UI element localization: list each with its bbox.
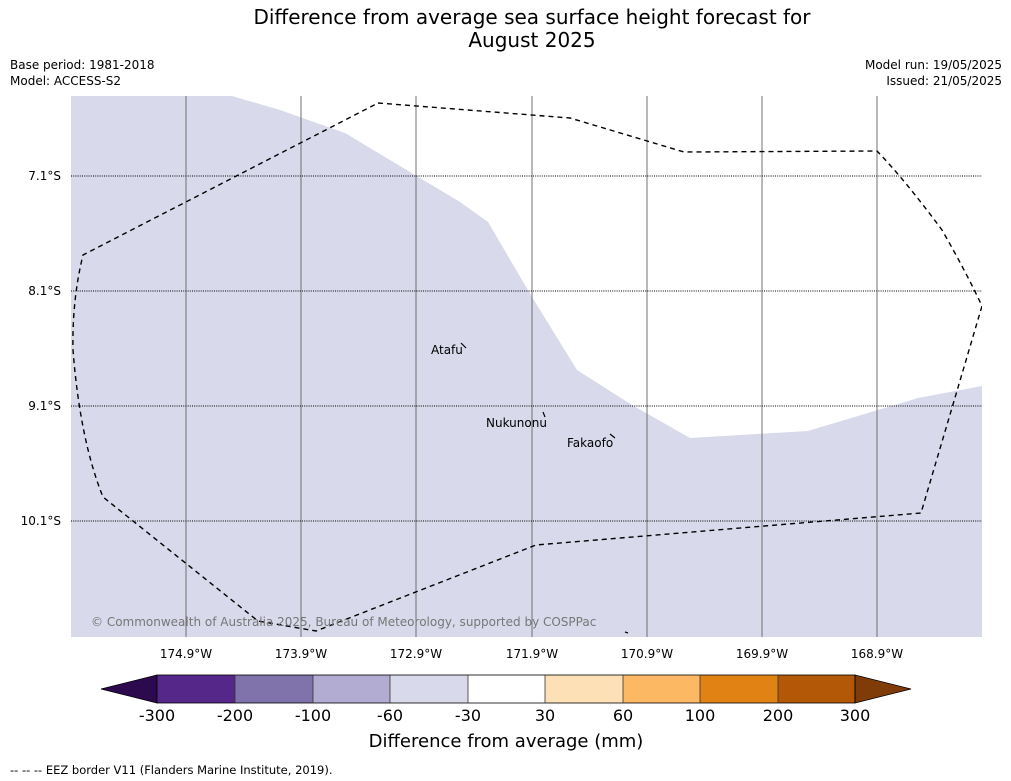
colorbar-extend-low [100,674,158,704]
colorbar-tick: 30 [535,706,555,725]
lat-label: 7.1°S [28,169,61,183]
colorbar-segment [468,675,545,703]
model-name: Model: ACCESS-S2 [10,74,122,88]
issued-date: Issued: 21/05/2025 [886,74,1002,88]
eez-footnote: -- -- -- EEZ border V11 (Flanders Marine… [10,763,333,777]
map-area: Atafu Nukunonu Fakaofo © Commonwealth of… [71,96,982,637]
colorbar-tick: -200 [217,706,253,725]
lon-label: 170.9°W [621,647,673,661]
colorbar-segment [545,675,623,703]
meta-left: Base period: 1981-2018 Model: ACCESS-S2 [10,57,155,89]
colorbar-segment [623,675,700,703]
lon-label: 168.9°W [851,647,903,661]
colorbar-tick: -100 [295,706,331,725]
colorbar-tick: 300 [840,706,871,725]
lon-label: 172.9°W [390,647,442,661]
fakaofo-island-icon [609,433,616,439]
lat-label: 9.1°S [28,399,61,413]
place-label-nukunonu: Nukunonu [486,416,547,430]
colorbar-segment [390,675,468,703]
colorbar-ticks: -300 -200 -100 -60 -30 30 60 100 200 300 [139,706,870,725]
colorbar-tick: -30 [455,706,481,725]
latitude-labels: 7.1°S 8.1°S 9.1°S 10.1°S [21,169,61,528]
copyright-notice: © Commonwealth of Australia 2025, Bureau… [91,615,596,629]
longitude-labels: 174.9°W 173.9°W 172.9°W 171.9°W 170.9°W … [160,647,903,661]
base-period: Base period: 1981-2018 [10,58,155,72]
eez-border [72,102,982,632]
anomaly-shading [71,96,982,637]
colorbar-label: Difference from average (mm) [369,731,644,752]
lon-label: 174.9°W [160,647,212,661]
meta-right: Model run: 19/05/2025 Issued: 21/05/2025 [865,57,1002,89]
colorbar-tick: -300 [139,706,175,725]
chart-title: Difference from average sea surface heig… [0,6,1011,52]
lat-label: 10.1°S [21,514,61,528]
colorbar-tick: 60 [613,706,633,725]
atafu-island-icon [460,342,467,349]
lat-label: 8.1°S [28,284,61,298]
title-line-2: August 2025 [468,28,596,52]
place-label-fakaofo: Fakaofo [567,436,613,450]
lon-label: 171.9°W [506,647,558,661]
colorbar: -300 -200 -100 -60 -30 30 60 100 200 300… [100,674,912,752]
colorbar-outline [156,674,856,704]
colorbar-tick: -60 [377,706,403,725]
colorbar-extend-high [854,674,912,704]
colorbar-tick: 200 [763,706,794,725]
colorbar-tick: 100 [685,706,716,725]
colorbar-segment [157,675,235,703]
lon-label: 173.9°W [275,647,327,661]
colorbar-segment [235,675,313,703]
nukunonu-island-icon [542,411,546,418]
model-run: Model run: 19/05/2025 [864,58,1002,72]
lon-label: 169.9°W [736,647,788,661]
place-label-atafu: Atafu [431,343,463,357]
colorbar-segment [700,675,778,703]
colorbar-segment [778,675,855,703]
colorbar-dividers [234,675,779,703]
title-line-1: Difference from average sea surface heig… [253,5,811,29]
colorbar-segment [313,675,390,703]
small-island-icon [624,631,629,634]
